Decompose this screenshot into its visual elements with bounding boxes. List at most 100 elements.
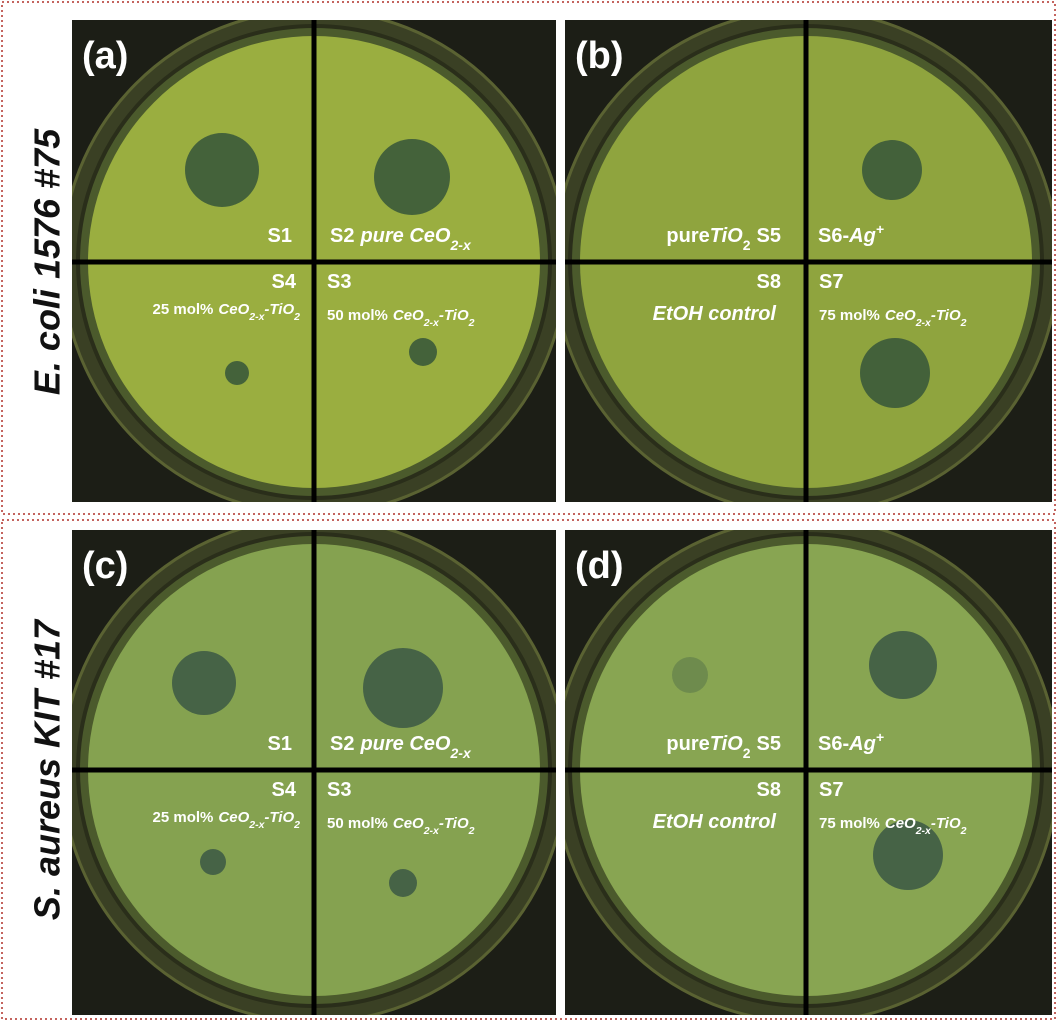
panel-label: (b) <box>575 35 624 77</box>
sample-label: S3 <box>327 779 351 801</box>
inhibition-zone <box>185 133 259 207</box>
label-fragment: S7 <box>819 779 843 801</box>
label-fragment: CeO <box>885 307 916 324</box>
label-fragment: S4 <box>272 779 297 801</box>
row-label: S. aureus KIT #17 <box>27 618 68 920</box>
cross-line <box>565 260 1052 265</box>
label-fragment: Ag <box>848 733 876 755</box>
label-fragment: 2 <box>960 317 967 329</box>
label-fragment: CeO <box>393 307 424 324</box>
label-fragment: 2-x <box>450 237 472 253</box>
sample-label: S8 <box>757 271 781 293</box>
label-fragment: S8 <box>757 271 781 293</box>
panel-label: (d) <box>575 545 624 587</box>
sample-label: S4 <box>272 779 297 801</box>
label-fragment: -TiO <box>931 307 961 324</box>
label-fragment: CeO <box>218 301 249 318</box>
label-fragment: S5 <box>757 225 781 247</box>
label-fragment: S4 <box>272 271 297 293</box>
sample-label: S3 <box>327 271 351 293</box>
label-fragment: CeO <box>218 809 249 826</box>
inhibition-zone <box>672 657 708 693</box>
row-label: E. coli 1576 #75 <box>27 128 68 395</box>
label-fragment: S1 <box>268 225 292 247</box>
label-fragment: TiO <box>710 733 743 755</box>
inhibition-zone <box>860 338 930 408</box>
label-fragment: EtOH control <box>653 811 777 833</box>
inhibition-zone <box>374 139 450 215</box>
label-fragment: 2 <box>468 825 475 837</box>
label-fragment: -TiO <box>264 301 294 318</box>
label-fragment: 2-x <box>423 317 440 329</box>
label-fragment: 2-x <box>450 745 472 761</box>
label-fragment: -TiO <box>931 815 961 832</box>
label-fragment: -TiO <box>439 307 469 324</box>
inhibition-zone <box>225 361 249 385</box>
label-fragment: 25 mol% <box>153 809 214 826</box>
label-fragment: 2-x <box>248 819 265 831</box>
label-fragment: 2 <box>743 745 751 761</box>
label-fragment: 2 <box>743 237 751 253</box>
sample-label: S7 <box>819 271 843 293</box>
sample-label: EtOH control <box>653 811 777 833</box>
label-fragment: 2 <box>293 311 300 323</box>
label-fragment: 50 mol% <box>327 307 388 324</box>
label-fragment: S6- <box>818 733 849 755</box>
label-fragment: S6- <box>818 225 849 247</box>
panel-label: (c) <box>82 545 128 587</box>
label-fragment: 75 mol% <box>819 307 880 324</box>
label-fragment: S2 <box>330 733 354 755</box>
label-fragment: -TiO <box>439 815 469 832</box>
label-fragment: S3 <box>327 271 351 293</box>
label-fragment: S3 <box>327 779 351 801</box>
label-fragment: pure CeO <box>359 225 450 247</box>
label-fragment: pure CeO <box>359 733 450 755</box>
label-fragment: 2-x <box>915 317 932 329</box>
inhibition-zone <box>862 140 922 200</box>
cross-line <box>72 768 556 773</box>
label-fragment: 2 <box>468 317 475 329</box>
label-fragment: 2 <box>960 825 967 837</box>
label-fragment: S5 <box>757 733 781 755</box>
label-fragment: S2 <box>330 225 354 247</box>
sample-label: S1 <box>268 225 292 247</box>
label-fragment: 2-x <box>248 311 265 323</box>
inhibition-zone <box>172 651 236 715</box>
sample-label: S1 <box>268 733 292 755</box>
label-fragment: S7 <box>819 271 843 293</box>
sample-label: S7 <box>819 779 843 801</box>
label-fragment: S8 <box>757 779 781 801</box>
sample-label: S8 <box>757 779 781 801</box>
inhibition-zone <box>869 631 937 699</box>
label-fragment: TiO <box>710 225 743 247</box>
inhibition-zone <box>409 338 437 366</box>
label-fragment: -TiO <box>264 809 294 826</box>
cross-line <box>72 260 556 265</box>
label-fragment: 50 mol% <box>327 815 388 832</box>
plate-panel: (a)S1S2pure CeO2-xS425 mol%CeO2-x-TiO2S3… <box>62 10 566 514</box>
label-fragment: + <box>876 729 884 745</box>
label-fragment: CeO <box>885 815 916 832</box>
label-fragment: + <box>876 221 884 237</box>
inhibition-zone <box>389 869 417 897</box>
figure: E. coli 1576 #75 S. aureus KIT #17 (a) S1… <box>0 0 1057 1021</box>
panel-label: (a) <box>82 35 128 77</box>
sample-label: EtOH control <box>653 303 777 325</box>
label-fragment: pure <box>666 225 709 247</box>
label-fragment: 25 mol% <box>153 301 214 318</box>
inhibition-zone <box>363 648 443 728</box>
label-fragment: CeO <box>393 815 424 832</box>
label-fragment: 75 mol% <box>819 815 880 832</box>
label-fragment: pure <box>666 733 709 755</box>
sample-label: S6-Ag+ <box>818 221 884 247</box>
label-fragment: 2-x <box>915 825 932 837</box>
label-fragment: 2-x <box>423 825 440 837</box>
inhibition-zone <box>200 849 226 875</box>
label-fragment: S1 <box>268 733 292 755</box>
label-fragment: 2 <box>293 819 300 831</box>
sample-label: S6-Ag+ <box>818 729 884 755</box>
cross-line <box>565 768 1052 773</box>
